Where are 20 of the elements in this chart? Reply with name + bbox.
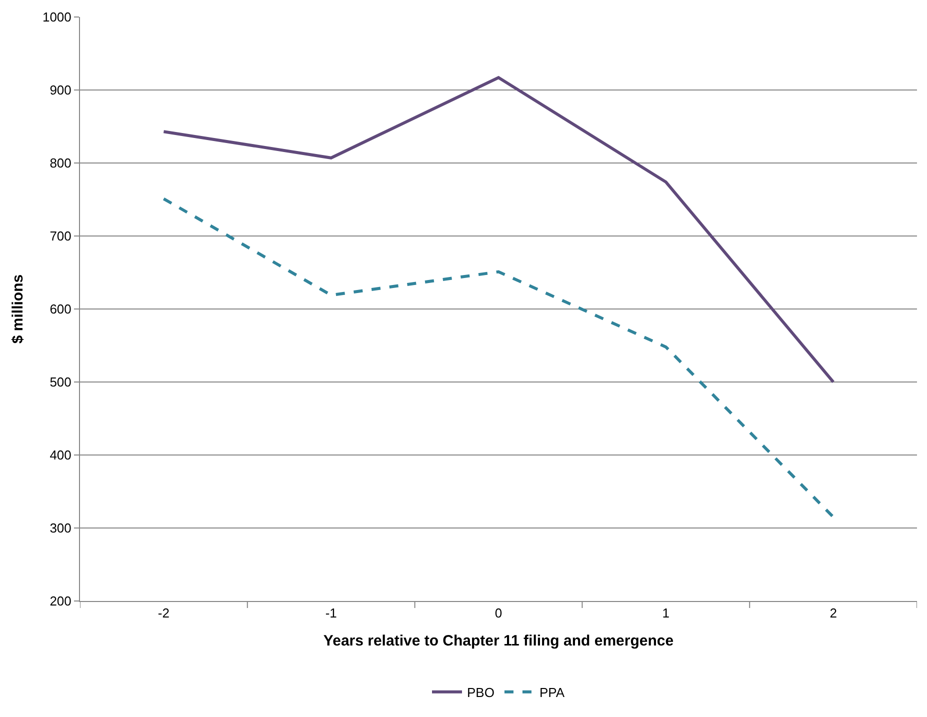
x-tick-label: -2 bbox=[158, 606, 170, 621]
y-axis-title: $ millions bbox=[10, 274, 27, 344]
line-series bbox=[162, 197, 835, 519]
y-tick-label: 800 bbox=[50, 156, 72, 171]
y-tick-label: 900 bbox=[50, 82, 72, 98]
y-tick-label: 700 bbox=[50, 228, 72, 244]
y-tick-label: 200 bbox=[50, 594, 72, 609]
y-tick-label: 500 bbox=[50, 374, 72, 390]
x-tick-label: 0 bbox=[494, 606, 502, 621]
x-tick-label: -1 bbox=[325, 606, 337, 621]
y-tick-label: 300 bbox=[50, 520, 72, 536]
legend-label: PBO bbox=[467, 684, 494, 700]
y-tick-label: 1000 bbox=[42, 10, 72, 25]
x-tick-label: 1 bbox=[662, 606, 670, 621]
x-tick-label: 2 bbox=[830, 606, 837, 621]
line-series bbox=[162, 76, 835, 384]
x-axis-title: Years relative to Chapter 11 filing and emergence bbox=[323, 632, 674, 650]
legend-label: PPA bbox=[539, 684, 565, 700]
y-tick-label: 600 bbox=[50, 302, 72, 317]
y-tick-label: 400 bbox=[50, 448, 72, 463]
